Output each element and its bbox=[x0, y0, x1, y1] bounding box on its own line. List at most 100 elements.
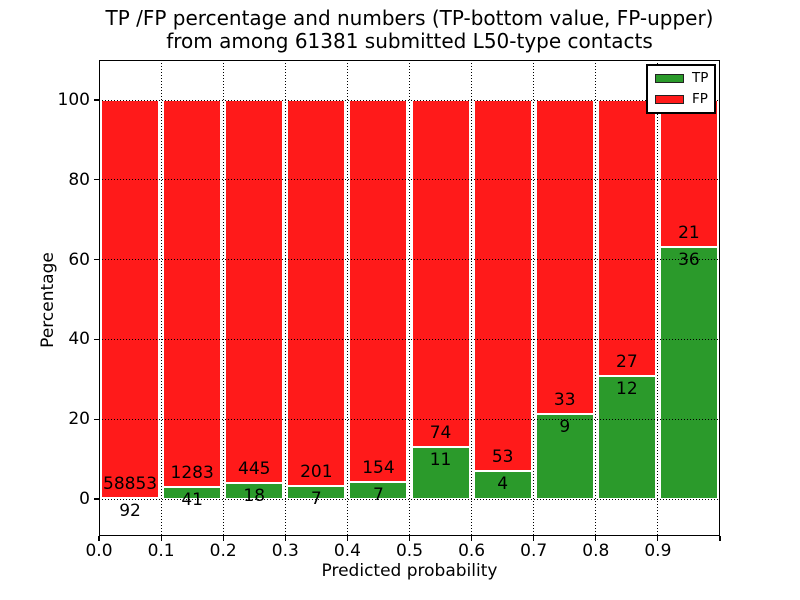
fp-bar-segment bbox=[349, 100, 408, 482]
y-tick-label: 80 bbox=[68, 169, 90, 190]
y-tick-label: 20 bbox=[68, 409, 90, 430]
y-tick-mark bbox=[94, 498, 99, 500]
legend: TP FP bbox=[646, 64, 716, 114]
tp-count-label: 12 bbox=[616, 379, 638, 400]
fp-count-label: 445 bbox=[238, 459, 271, 480]
x-tick-label: 0.2 bbox=[209, 541, 237, 561]
fp-count-label: 53 bbox=[491, 447, 514, 467]
x-tick-label: 0.4 bbox=[333, 541, 361, 561]
fp-bar-segment bbox=[659, 100, 718, 247]
tp-legend-swatch bbox=[655, 74, 684, 83]
x-tick-mark bbox=[595, 536, 597, 541]
y-tick-label: 40 bbox=[68, 329, 90, 350]
gridline-vertical bbox=[409, 60, 410, 536]
fp-bar-segment bbox=[473, 100, 532, 471]
gridline-horizontal bbox=[99, 99, 720, 101]
x-tick-mark bbox=[98, 536, 100, 541]
x-axis-title: Predicted probability bbox=[321, 561, 498, 581]
tp-bar-segment bbox=[287, 485, 346, 499]
x-tick-label: 0.8 bbox=[582, 541, 610, 561]
fp-bar-segment bbox=[101, 100, 160, 499]
x-tick-mark bbox=[284, 536, 286, 541]
fp-bar-segment bbox=[597, 100, 656, 377]
x-tick-label: 0.7 bbox=[520, 541, 548, 561]
tp-count-label: 11 bbox=[429, 450, 452, 471]
tp-bar-segment bbox=[163, 486, 222, 499]
gridline-horizontal bbox=[99, 418, 720, 420]
x-tick-mark bbox=[160, 536, 162, 541]
x-tick-mark bbox=[346, 536, 348, 541]
fp-count-label: 27 bbox=[616, 352, 638, 373]
tp-count-label: 92 bbox=[119, 501, 141, 522]
axes-frame bbox=[99, 60, 720, 536]
x-tick-mark bbox=[533, 536, 535, 541]
y-tick-label: 0 bbox=[79, 489, 90, 509]
chart-title-line2: from among 61381 submitted L50-type cont… bbox=[166, 29, 653, 53]
tp-bar-segment bbox=[535, 413, 594, 499]
gridline-vertical bbox=[222, 60, 224, 536]
gridline-horizontal bbox=[99, 259, 720, 261]
y-tick-label: 100 bbox=[57, 90, 90, 110]
tp-count-label: 9 bbox=[559, 416, 571, 437]
gridline-vertical bbox=[471, 60, 473, 536]
x-tick-mark bbox=[719, 536, 721, 541]
fp-legend-swatch bbox=[655, 95, 684, 104]
x-tick-label: 0.3 bbox=[271, 541, 299, 561]
fp-count-label: 58853 bbox=[103, 474, 158, 495]
fp-count-label: 33 bbox=[553, 389, 576, 410]
y-tick-mark bbox=[94, 179, 99, 181]
tp-bar-segment bbox=[597, 376, 656, 499]
tp-count-label: 18 bbox=[243, 486, 266, 507]
legend-entry-tp: TP bbox=[655, 70, 709, 86]
tp-bar-segment bbox=[349, 481, 408, 499]
gridline-horizontal bbox=[99, 179, 720, 181]
x-tick-mark bbox=[471, 536, 473, 541]
tp-legend-label: TP bbox=[692, 70, 709, 86]
x-tick-label: 0.0 bbox=[85, 541, 113, 561]
fp-bar-segment bbox=[535, 100, 594, 414]
x-tick-label: 0.5 bbox=[395, 541, 424, 561]
fp-count-label: 1283 bbox=[170, 462, 214, 483]
gridline-horizontal bbox=[99, 498, 720, 500]
plot-area: 58853 92 1283 41 445 18 201 7 154 7 74 11 53 4 33 9 27 12… bbox=[99, 60, 720, 536]
fp-bar-segment bbox=[163, 100, 222, 487]
gridline-vertical bbox=[346, 60, 348, 536]
fp-bar-segment bbox=[287, 100, 346, 486]
gridline-vertical bbox=[284, 60, 286, 536]
fp-count-label: 201 bbox=[300, 461, 333, 482]
y-tick-mark bbox=[94, 99, 99, 101]
fp-count-label: 74 bbox=[429, 423, 452, 444]
chart-title-line1: TP /FP percentage and numbers (TP-bottom… bbox=[105, 6, 714, 30]
x-tick-mark bbox=[408, 536, 411, 541]
legend-entry-fp: FP bbox=[655, 91, 708, 107]
y-tick-mark bbox=[94, 418, 99, 420]
tp-count-label: 41 bbox=[181, 489, 203, 510]
tp-bar-segment bbox=[659, 247, 718, 499]
x-tick-label: 0.1 bbox=[147, 541, 175, 561]
y-tick-mark bbox=[94, 259, 99, 261]
tp-count-label: 7 bbox=[373, 484, 384, 505]
gridline-vertical bbox=[533, 60, 535, 536]
y-tick-label: 60 bbox=[68, 249, 90, 270]
y-tick-mark bbox=[94, 338, 99, 340]
tp-count-label: 36 bbox=[678, 250, 700, 270]
gridline-vertical bbox=[160, 60, 162, 536]
x-tick-label: 0.6 bbox=[458, 541, 486, 561]
fp-bar-segment bbox=[411, 100, 470, 448]
chart-title: TP /FP percentage and numbers (TP-bottom… bbox=[99, 7, 720, 53]
tp-count-label: 4 bbox=[497, 474, 509, 494]
bar-count-labels-layer: 58853 92 1283 41 445 18 201 7 154 7 74 11 53 4 33 9 27 12… bbox=[99, 60, 720, 536]
tp-bar-segment bbox=[411, 447, 470, 499]
fp-legend-label: FP bbox=[692, 91, 708, 107]
x-tick-mark bbox=[657, 536, 659, 541]
x-tick-label: 0.9 bbox=[644, 541, 672, 561]
gridline-vertical bbox=[595, 60, 597, 536]
x-tick-mark bbox=[222, 536, 224, 541]
grid-layer bbox=[99, 60, 720, 536]
fp-count-label: 21 bbox=[678, 223, 700, 243]
fp-count-label: 154 bbox=[362, 457, 395, 478]
gridline-horizontal bbox=[99, 338, 720, 340]
tp-count-label: 7 bbox=[310, 488, 322, 509]
gridline-vertical bbox=[657, 60, 659, 536]
